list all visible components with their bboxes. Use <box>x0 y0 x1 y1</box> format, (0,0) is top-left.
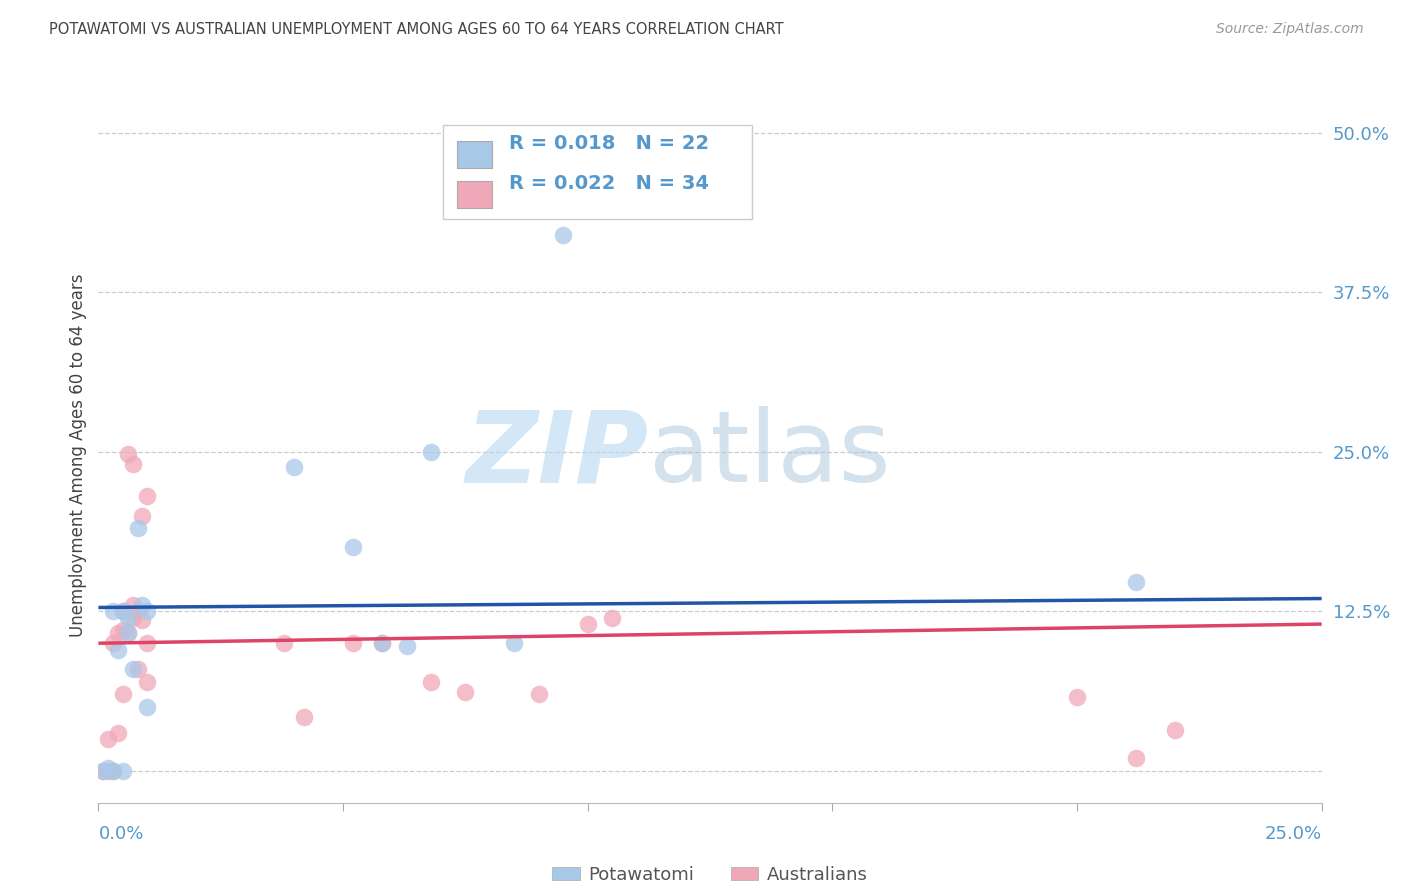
Point <box>111 604 134 618</box>
Point <box>420 674 443 689</box>
Point <box>1125 751 1147 765</box>
Text: R = 0.022   N = 34: R = 0.022 N = 34 <box>509 174 709 193</box>
Point <box>91 764 114 778</box>
Point <box>97 764 120 778</box>
Point <box>111 604 134 618</box>
Point <box>292 710 315 724</box>
Point <box>136 604 159 618</box>
Point <box>1125 574 1147 589</box>
Point <box>117 626 139 640</box>
Point <box>101 764 124 778</box>
Point <box>121 598 143 612</box>
Point <box>111 764 134 778</box>
Point <box>371 636 394 650</box>
Point <box>342 541 364 555</box>
Point <box>97 761 120 775</box>
Point <box>136 700 159 714</box>
Text: Source: ZipAtlas.com: Source: ZipAtlas.com <box>1216 22 1364 37</box>
Point <box>121 458 143 472</box>
Point <box>97 731 120 746</box>
Point <box>107 725 129 739</box>
Point <box>553 227 575 242</box>
Point <box>107 642 129 657</box>
Point <box>273 636 295 650</box>
Point <box>127 604 149 618</box>
Point <box>371 636 394 650</box>
Point <box>131 598 153 612</box>
Text: POTAWATOMI VS AUSTRALIAN UNEMPLOYMENT AMONG AGES 60 TO 64 YEARS CORRELATION CHAR: POTAWATOMI VS AUSTRALIAN UNEMPLOYMENT AM… <box>49 22 783 37</box>
Point <box>121 662 143 676</box>
Point <box>395 639 418 653</box>
Point <box>117 626 139 640</box>
Text: 0.0%: 0.0% <box>98 825 143 843</box>
Point <box>101 636 124 650</box>
Point <box>121 610 143 624</box>
Point <box>600 610 623 624</box>
Point <box>136 490 159 504</box>
Point <box>503 636 526 650</box>
Text: R = 0.018   N = 22: R = 0.018 N = 22 <box>509 134 709 153</box>
Point <box>131 508 153 523</box>
Point <box>454 684 477 698</box>
Point <box>127 662 149 676</box>
Point <box>420 444 443 458</box>
Point <box>1164 723 1187 737</box>
Point <box>91 764 114 778</box>
Point <box>131 613 153 627</box>
Point <box>107 626 129 640</box>
Point <box>342 636 364 650</box>
Point <box>283 460 305 475</box>
Point <box>127 521 149 535</box>
Point <box>117 447 139 461</box>
Legend: Potawatomi, Australians: Potawatomi, Australians <box>546 859 875 891</box>
Point <box>111 624 134 638</box>
Point <box>101 764 124 778</box>
Text: ZIP: ZIP <box>465 407 648 503</box>
Point <box>1066 690 1088 704</box>
Point <box>527 687 550 701</box>
Point <box>117 610 139 624</box>
Point <box>111 687 134 701</box>
Text: atlas: atlas <box>648 407 890 503</box>
Point <box>576 617 599 632</box>
Point <box>101 604 124 618</box>
Text: 25.0%: 25.0% <box>1264 825 1322 843</box>
Y-axis label: Unemployment Among Ages 60 to 64 years: Unemployment Among Ages 60 to 64 years <box>69 273 87 637</box>
Point <box>136 674 159 689</box>
Point <box>136 636 159 650</box>
